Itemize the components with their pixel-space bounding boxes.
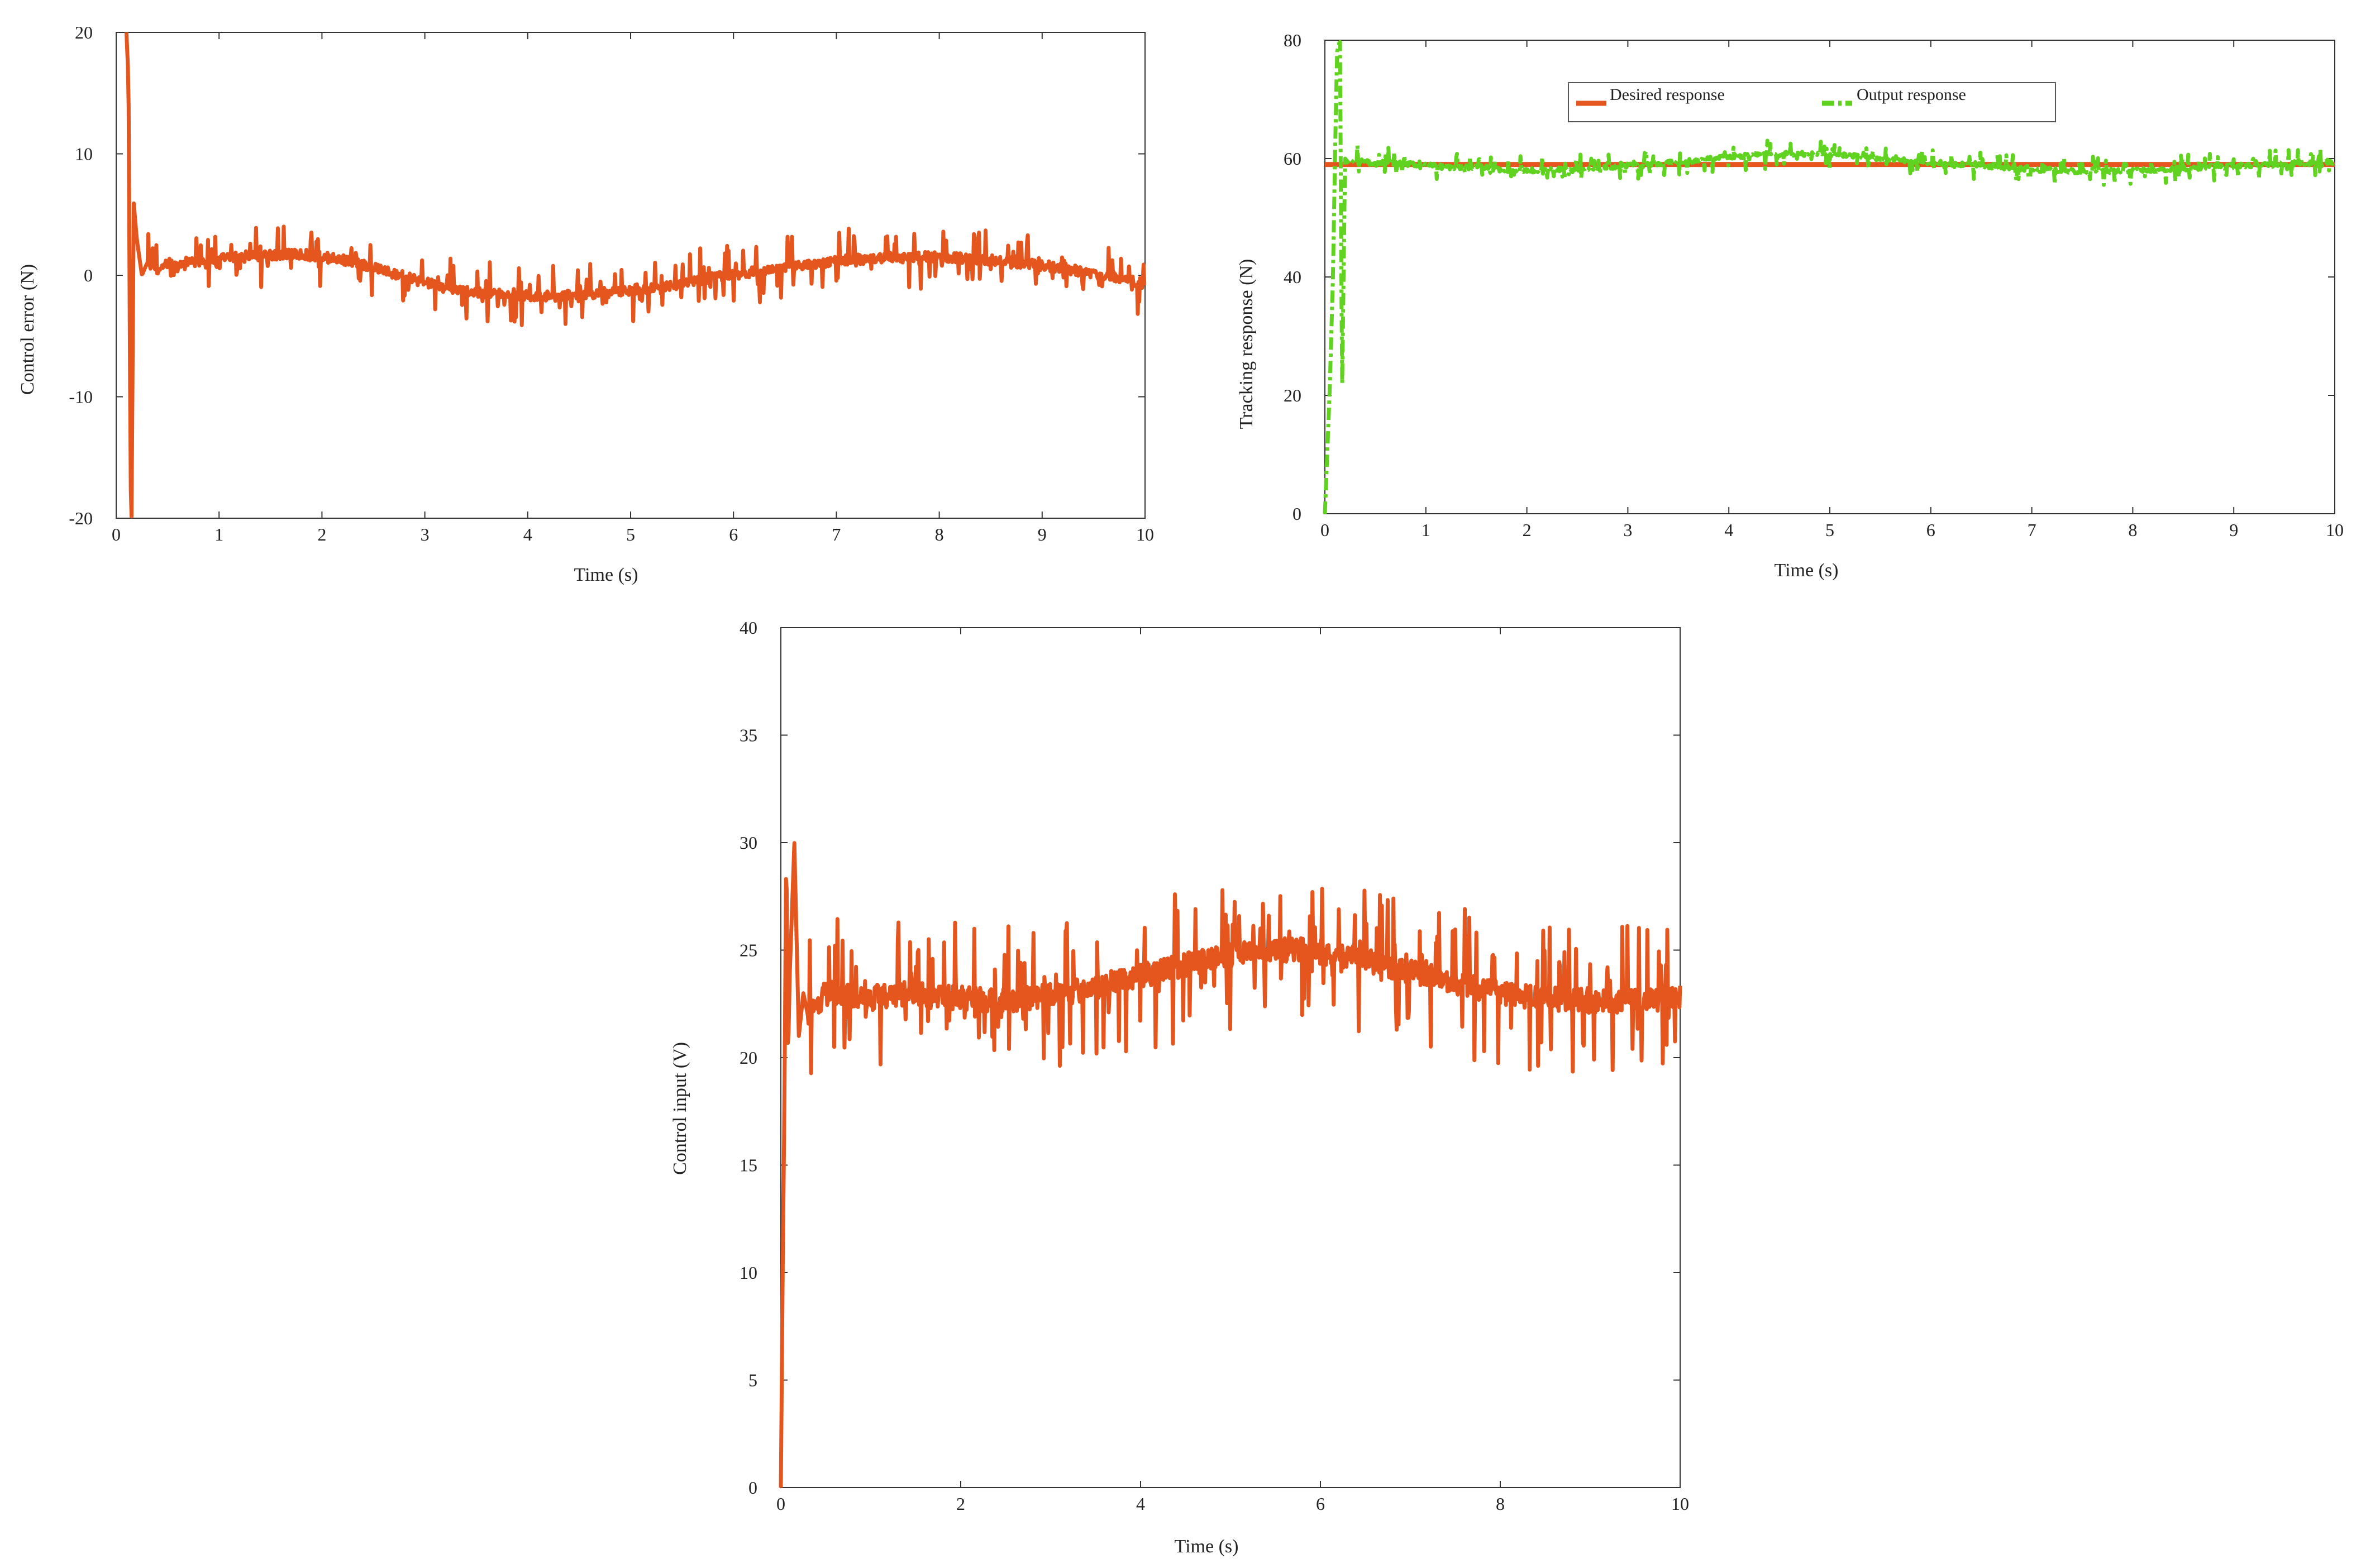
x-tick-label: 6 [1316,1494,1325,1514]
x-tick-label: 8 [935,524,944,544]
output-response-line [1323,40,2336,514]
y-tick-label: 15 [740,1155,757,1175]
y-tick-label: 40 [740,618,757,638]
x-tick-label: 1 [214,524,223,544]
control-input-chart: 0 2 4 6 8 10 0 5 10 15 20 25 30 35 40 Time (s) Control… [670,618,1689,1557]
input-line [779,841,1682,1488]
y-tick-label: 30 [740,833,757,853]
x-tick-label: 6 [1926,520,1935,540]
control-error-chart: 0 1 2 3 4 5 6 7 8 9 10 -20 -10 0 10 20 Time (s) Control… [17,22,1154,585]
x-tick-label: 6 [729,524,738,544]
x-tick-label: 0 [1320,520,1329,540]
axis-ticks: 0 1 2 3 4 5 6 7 8 9 10 0 20 40 60 80 [1284,30,2344,540]
y-tick-label: 35 [740,725,757,745]
legend: Desired response Output response [1568,82,2056,122]
x-tick-label: 5 [1825,520,1834,540]
series-layer [1323,40,2336,514]
legend-label-desired: Desired response [1610,85,1725,104]
x-tick-label: 3 [1623,520,1632,540]
x-axis-label: Time (s) [574,565,638,585]
x-tick-label: 5 [626,524,635,544]
plot-frame [780,627,1681,1488]
x-axis-label: Time (s) [1175,1536,1239,1557]
x-tick-label: 2 [1523,520,1532,540]
x-tick-label: 10 [1671,1494,1689,1514]
y-axis-label: Control error (N) [17,264,38,395]
x-tick-label: 10 [1136,524,1154,544]
x-tick-label: 3 [421,524,430,544]
y-axis-label: Tracking response (N) [1236,259,1257,429]
x-tick-label: 4 [1136,1494,1145,1514]
y-tick-label: 10 [75,144,93,164]
y-axis-label: Control input (V) [670,1042,690,1175]
y-tick-label: 10 [740,1263,757,1283]
y-tick-label: 0 [748,1478,757,1498]
plot-frame [116,32,1146,519]
x-tick-label: 7 [2028,520,2036,540]
series-layer [124,32,1147,519]
x-tick-label: 8 [2128,520,2137,540]
y-tick-label: 0 [84,265,93,285]
x-tick-label: 7 [832,524,841,544]
y-tick-label: -20 [69,508,93,528]
x-tick-label: 2 [956,1494,965,1514]
y-tick-label: 40 [1284,267,1301,287]
y-tick-label: 25 [740,940,757,960]
axis-ticks: 0 2 4 6 8 10 0 5 10 15 20 25 30 35 40 [740,618,1689,1514]
x-axis-label: Time (s) [1775,560,1839,581]
y-tick-label: 20 [740,1048,757,1068]
y-tick-label: 20 [75,22,93,42]
x-tick-label: 0 [776,1494,785,1514]
x-tick-label: 2 [317,524,326,544]
x-tick-label: 8 [1496,1494,1505,1514]
y-tick-label: 80 [1284,30,1301,50]
x-tick-label: 9 [1038,524,1047,544]
x-tick-label: 4 [1724,520,1733,540]
x-tick-label: 4 [523,524,532,544]
x-tick-label: 9 [2229,520,2238,540]
y-tick-label: -10 [69,387,93,407]
tracking-response-chart: 0 1 2 3 4 5 6 7 8 9 10 0 20 40 60 80 Desired response O… [1236,30,2344,581]
axis-ticks: 0 1 2 3 4 5 6 7 8 9 10 -20 -10 0 10 20 [69,22,1154,544]
y-tick-label: 0 [1292,504,1301,524]
x-tick-label: 10 [2326,520,2344,540]
y-tick-label: 60 [1284,149,1301,169]
error-line [124,32,1147,519]
y-tick-label: 20 [1284,385,1301,405]
x-tick-label: 0 [112,524,121,544]
y-tick-label: 5 [748,1370,757,1390]
legend-box [1568,82,2056,122]
series-layer [779,841,1682,1488]
legend-label-output: Output response [1857,85,1966,104]
x-tick-label: 1 [1422,520,1430,540]
